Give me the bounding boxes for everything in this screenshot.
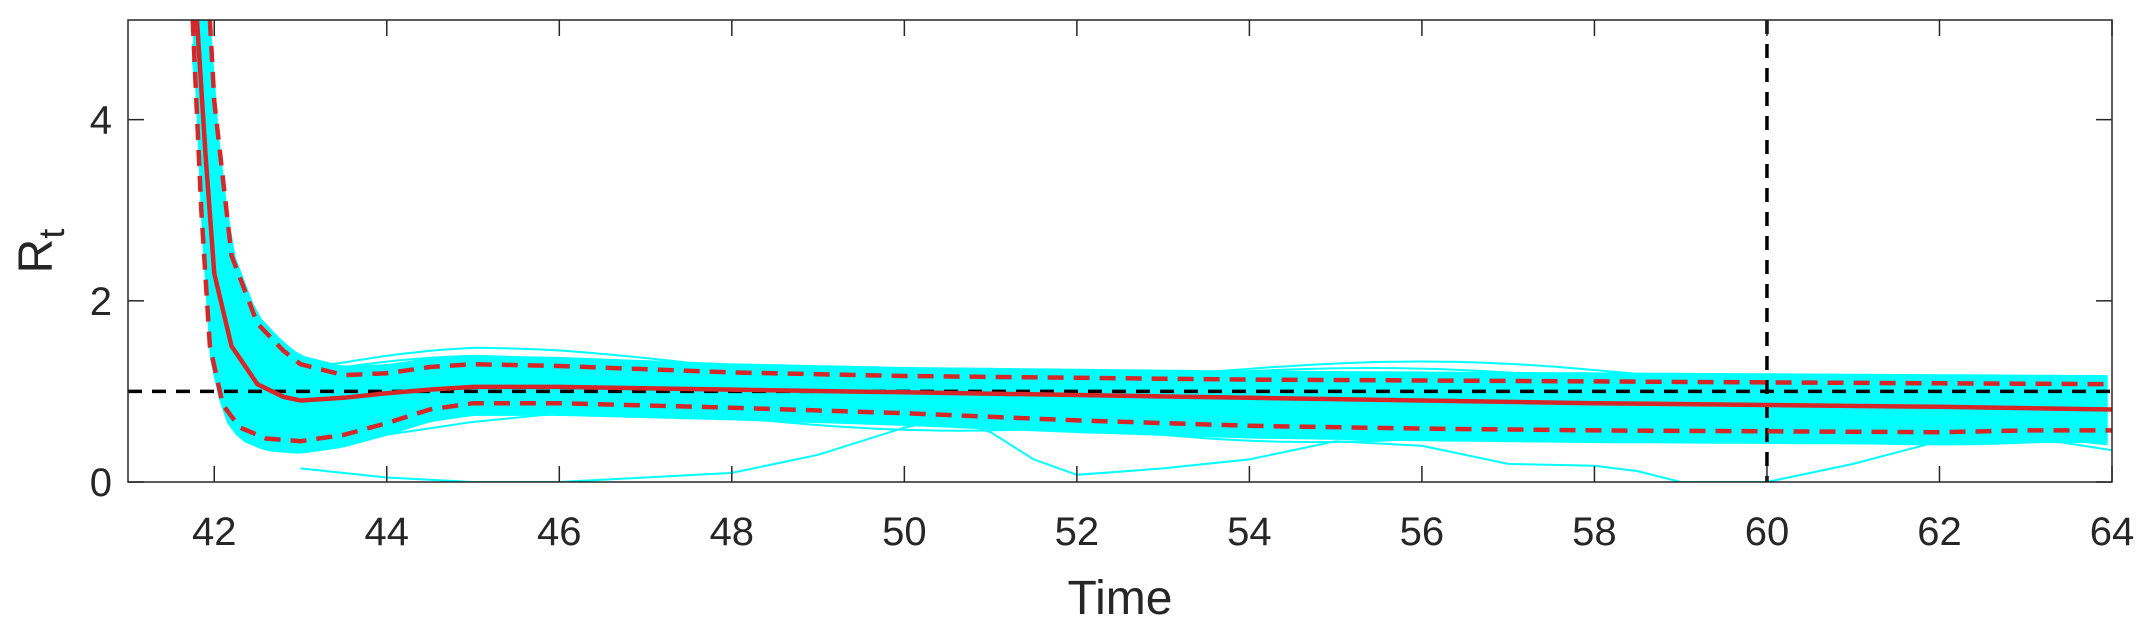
- x-tick-label: 50: [882, 510, 927, 554]
- y-tick-label: 0: [90, 461, 112, 505]
- x-tick-label: 52: [1055, 510, 1100, 554]
- svg-text:Rt: Rt: [10, 229, 72, 274]
- ensemble-trajectory: [194, 20, 2108, 399]
- x-tick-label: 58: [1572, 510, 1617, 554]
- y-tick-label: 4: [90, 99, 112, 143]
- plot-frame: [127, 19, 2113, 483]
- x-tick-label: 54: [1227, 510, 1272, 554]
- axis-ticks: 42 44 46 48 50 52 54 56 58 60 62 64 0 2 4: [90, 20, 2135, 554]
- y-tick-label: 2: [90, 280, 112, 324]
- plot-area: [128, 20, 2112, 482]
- x-tick-label: 56: [1400, 510, 1445, 554]
- median-line: [194, 20, 2112, 412]
- ensemble-trajectory: [191, 59, 2108, 446]
- x-tick-label: 42: [192, 510, 237, 554]
- x-tick-label: 62: [1917, 510, 1962, 554]
- lower-bound-line: [190, 20, 2112, 444]
- y-axis-title-subscript: t: [31, 229, 72, 239]
- x-tick-label: 64: [2090, 510, 2135, 554]
- x-tick-label: 60: [1745, 510, 1790, 554]
- x-tick-label: 48: [710, 510, 755, 554]
- x-tick-label: 46: [537, 510, 582, 554]
- ensemble-trajectory-outlier: [300, 417, 2112, 482]
- upper-bound-line: [207, 20, 2112, 387]
- y-axis-title-main: R: [10, 239, 63, 274]
- ensemble-trajectory: [191, 24, 2108, 422]
- y-axis-title: Rt: [10, 229, 72, 274]
- ensemble-band: [192, 20, 2108, 454]
- x-axis-title: Time: [1068, 572, 1173, 625]
- x-tick-label: 44: [365, 510, 410, 554]
